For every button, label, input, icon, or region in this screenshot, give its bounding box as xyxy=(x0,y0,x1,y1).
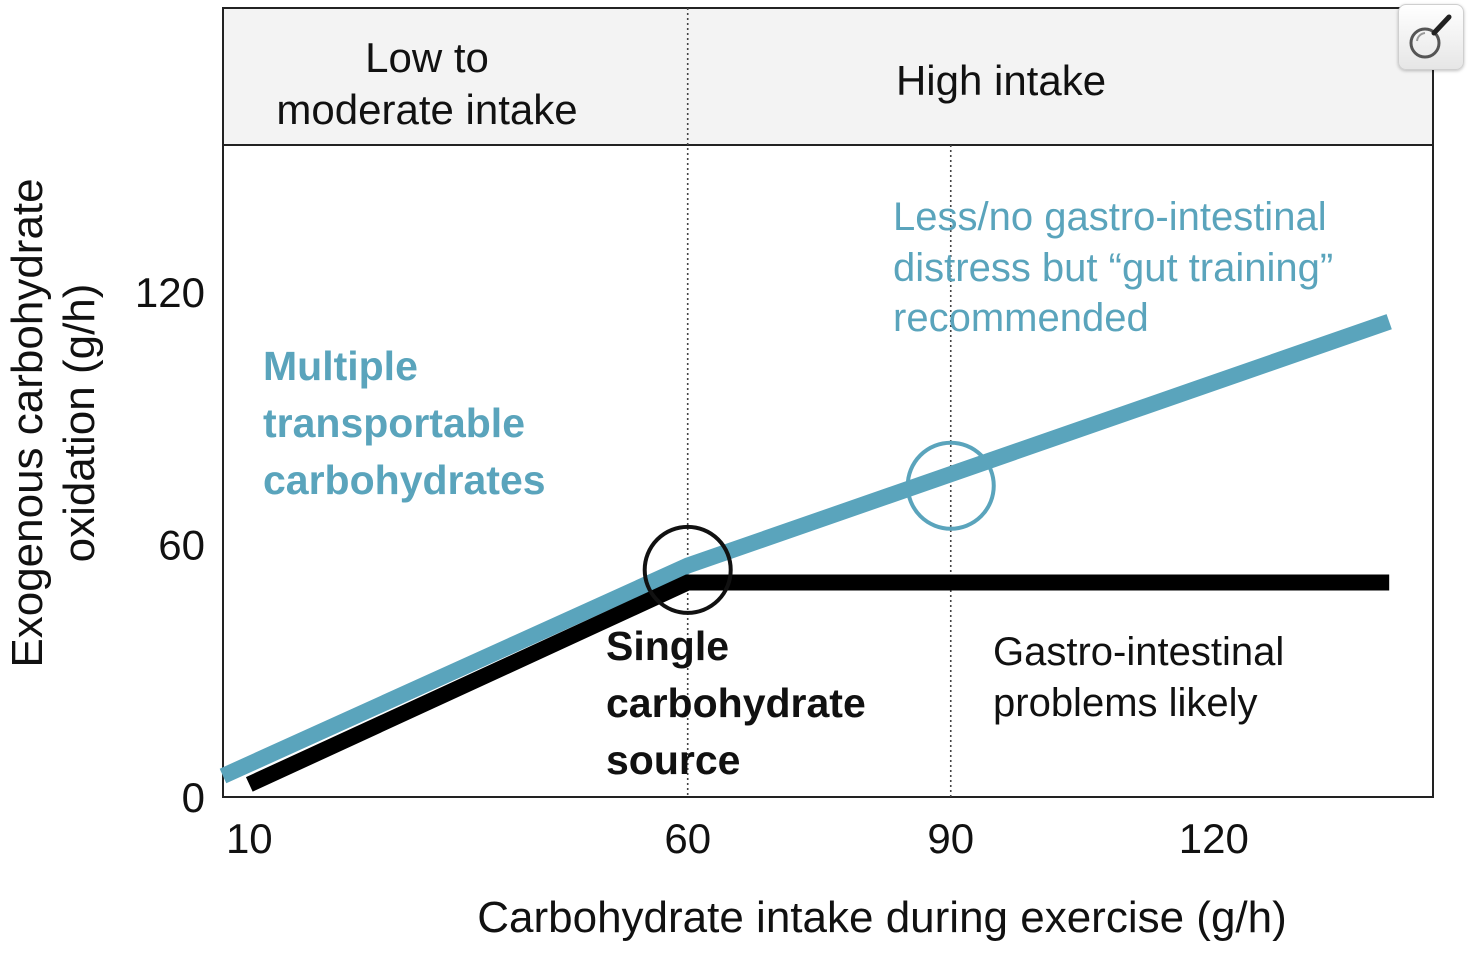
series-line-1 xyxy=(245,574,1390,792)
x-tick-label-60: 60 xyxy=(664,815,711,862)
y-axis-title-line2: oxidation (g/h) xyxy=(55,284,104,563)
annotation-single-line1: Single xyxy=(606,623,729,669)
x-tick-label-10: 10 xyxy=(226,815,273,862)
x-axis-title: Carbohydrate intake during exercise (g/h… xyxy=(477,893,1287,942)
x-axis-ticks: 10 60 90 120 xyxy=(226,815,1249,862)
marker-circle-0 xyxy=(642,524,733,615)
annotation-multiple-line2: transportable xyxy=(263,400,525,446)
x-tick-label-120: 120 xyxy=(1179,815,1249,862)
region-label-low-line2: moderate intake xyxy=(276,86,577,133)
region-label-low-line1: Low to xyxy=(365,34,489,81)
annotation-gi-line1: Gastro-intestinal xyxy=(993,630,1284,674)
marker-circle-1 xyxy=(905,440,996,531)
annotation-single-line2: carbohydrate xyxy=(606,680,866,726)
y-axis-ticks: 0 60 120 xyxy=(135,269,205,821)
annotation-gi-line2: problems likely xyxy=(993,681,1258,725)
zoom-button[interactable] xyxy=(1398,4,1464,70)
y-axis-title-line1: Exogenous carbohydrate xyxy=(3,178,52,667)
series-line-0 xyxy=(219,314,1392,784)
annotation-distress-line2: distress but “gut training” xyxy=(893,246,1333,290)
magnifier-icon xyxy=(1409,14,1452,59)
region-label-high: High intake xyxy=(896,57,1106,104)
annotation-multiple-line1: Multiple xyxy=(263,343,418,389)
header-band xyxy=(222,7,1434,146)
annotation-multiple-line3: carbohydrates xyxy=(263,457,546,503)
y-tick-label-60: 60 xyxy=(158,522,205,569)
y-tick-label-120: 120 xyxy=(135,269,205,316)
annotation-distress-line1: Less/no gastro-intestinal xyxy=(893,195,1327,239)
series-layer xyxy=(219,314,1392,792)
annotation-single-line3: source xyxy=(606,737,740,783)
annotation-distress-line3: recommended xyxy=(893,296,1149,340)
x-tick-label-90: 90 xyxy=(927,815,974,862)
y-tick-label-0: 0 xyxy=(182,774,205,821)
marker-layer xyxy=(642,440,996,615)
